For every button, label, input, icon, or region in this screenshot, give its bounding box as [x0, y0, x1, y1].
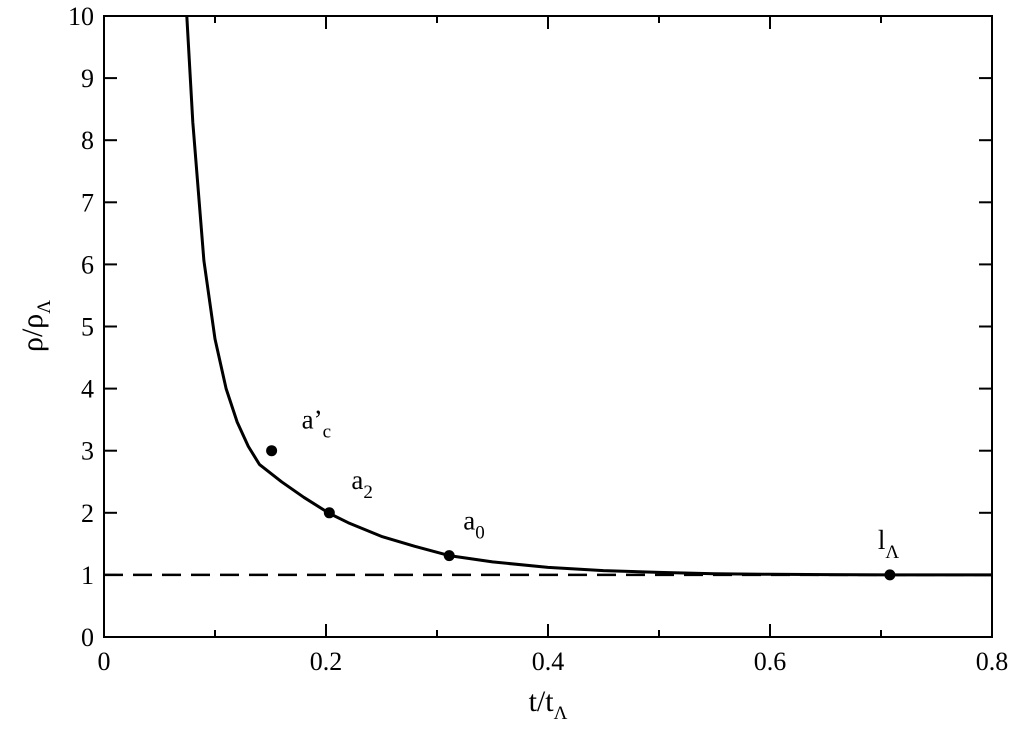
x-axis-label-sub: Λ — [554, 703, 568, 724]
point-label: a0 — [463, 506, 484, 544]
y-tick-label: 9 — [81, 64, 94, 93]
point-label: lΛ — [878, 525, 900, 563]
x-tick-label: 0.6 — [754, 647, 787, 676]
y-tick-label: 3 — [81, 437, 94, 466]
point-marker — [266, 445, 278, 457]
point-marker — [884, 569, 896, 581]
plot-frame — [103, 15, 993, 638]
annotated-points: a’c a2 a0 lΛ — [266, 405, 899, 581]
series-layer — [104, 15, 992, 577]
x-axis-label-main: t/t — [529, 685, 555, 718]
x-axis-label: t/tΛ — [529, 685, 568, 724]
y-tick-label: 7 — [81, 188, 94, 217]
point-label: a’c — [302, 405, 331, 443]
point-marker — [443, 550, 455, 562]
y-tick-label: 0 — [81, 623, 94, 652]
y-tick-label: 10 — [68, 2, 94, 31]
x-tick-label: 0 — [98, 647, 111, 676]
density-curve — [185, 15, 992, 577]
point-label: a2 — [351, 465, 372, 503]
y-tick-label: 4 — [81, 375, 94, 404]
y-axis-label-sub: Λ — [34, 300, 55, 314]
y-axis-label-main: ρ/ρ — [16, 314, 49, 352]
tick-labels: 0 0.2 0.4 0.6 0.8 0 1 2 3 4 5 6 7 8 9 10 — [68, 2, 1008, 676]
x-tick-label: 0.2 — [310, 647, 343, 676]
point-marker — [323, 507, 335, 519]
y-tick-label: 5 — [81, 313, 94, 342]
y-axis-label: ρ/ρΛ — [16, 300, 55, 352]
x-tick-label: 0.4 — [532, 647, 565, 676]
y-tick-label: 2 — [81, 499, 94, 528]
y-tick-label: 8 — [81, 126, 94, 155]
y-tick-label: 1 — [81, 561, 94, 590]
tick-marks — [103, 15, 993, 638]
x-tick-label: 0.8 — [976, 647, 1009, 676]
y-tick-label: 6 — [81, 250, 94, 279]
